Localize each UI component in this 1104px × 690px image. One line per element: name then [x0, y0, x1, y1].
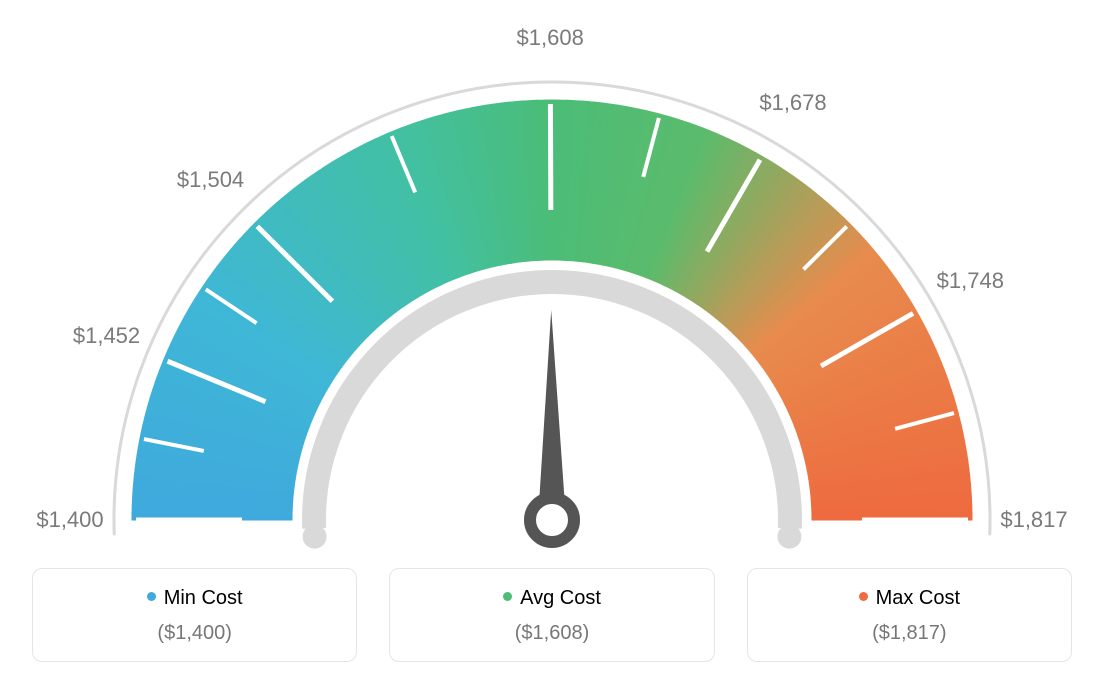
dot-icon [859, 592, 868, 601]
legend-label: Min Cost [164, 587, 243, 609]
legend-title-avg: Avg Cost [400, 587, 703, 610]
gauge-svg [32, 30, 1072, 550]
legend-title-max: Max Cost [758, 587, 1061, 610]
dot-icon [147, 592, 156, 601]
legend-value-avg: ($1,608) [400, 622, 703, 645]
tick-label: $1,817 [1000, 507, 1067, 533]
tick-label: $1,504 [177, 167, 244, 193]
legend-label: Max Cost [876, 587, 960, 609]
legend-row: Min Cost ($1,400) Avg Cost ($1,608) Max … [32, 568, 1072, 662]
dot-icon [503, 592, 512, 601]
gauge-chart: $1,400 $1,452 $1,504 $1,608 $1,678 $1,748 $1,8… [0, 0, 1104, 560]
tick-label: $1,678 [759, 90, 826, 116]
legend-card-max: Max Cost ($1,817) [747, 568, 1072, 662]
legend-card-min: Min Cost ($1,400) [32, 568, 357, 662]
legend-title-min: Min Cost [43, 587, 346, 610]
legend-value-min: ($1,400) [43, 622, 346, 645]
legend-label: Avg Cost [520, 587, 601, 609]
legend-value-max: ($1,817) [758, 622, 1061, 645]
tick-label: $1,748 [937, 268, 1004, 294]
tick-label: $1,608 [517, 25, 584, 51]
chart-container: $1,400 $1,452 $1,504 $1,608 $1,678 $1,748 $1,8… [0, 0, 1104, 690]
legend-card-avg: Avg Cost ($1,608) [389, 568, 714, 662]
tick-label: $1,400 [36, 507, 103, 533]
tick-label: $1,452 [73, 323, 140, 349]
